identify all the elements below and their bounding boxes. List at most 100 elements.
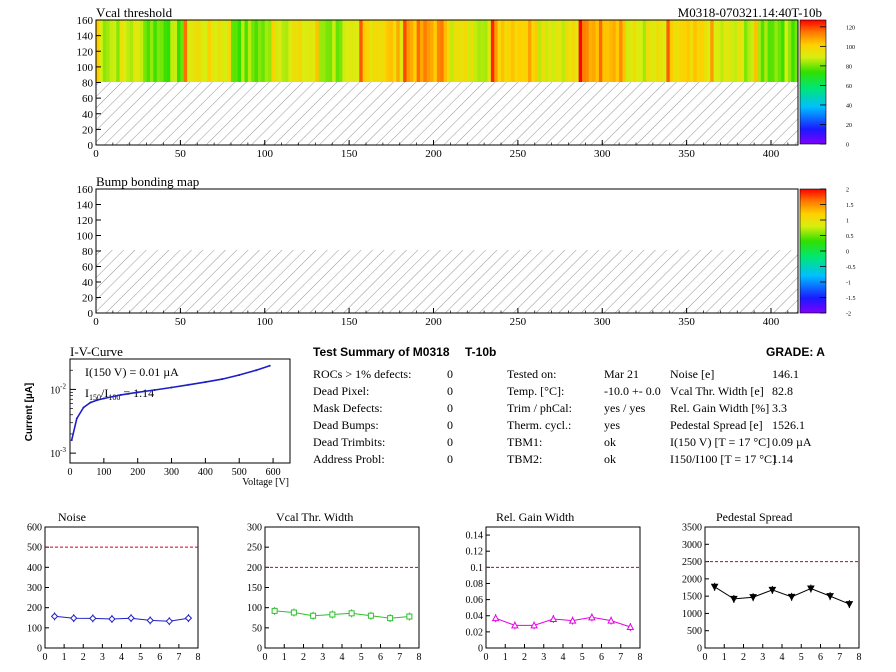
roc-x-tick-label: 8	[417, 652, 422, 663]
vcal-threshold-column	[555, 20, 559, 82]
vcal-threshold-column	[386, 20, 391, 82]
summary-defect-value: 0	[447, 452, 453, 466]
vcal-threshold-column	[153, 20, 158, 82]
roc-data-point	[491, 614, 500, 622]
vcal-threshold-column	[507, 20, 512, 82]
vcal-threshold-column	[450, 20, 455, 82]
vcal-threshold-column	[571, 20, 576, 82]
vcal-threshold-column	[693, 20, 698, 82]
roc-x-tick-label: 3	[760, 652, 765, 663]
roc-x-tick-label: 1	[62, 652, 67, 663]
vcal-threshold-column	[717, 20, 721, 82]
vcal-threshold-column	[565, 20, 569, 82]
iv-curve-point	[89, 401, 92, 404]
vcal-threshold-column	[720, 20, 725, 82]
vcal-threshold-column	[318, 20, 323, 82]
roc-y-tick-label: 0.12	[466, 547, 484, 558]
roc-data-point	[710, 583, 719, 591]
vcal-threshold-column	[733, 20, 738, 82]
vcal-threshold-column	[784, 20, 789, 82]
roc-data-point	[165, 617, 174, 625]
roc-data-point	[69, 614, 78, 622]
roc-x-tick-label: 3	[100, 652, 105, 663]
roc-data-point	[588, 613, 596, 621]
roc-y-tick-label: 0.06	[466, 595, 484, 606]
vcal-threshold-column	[237, 20, 242, 82]
vcal-threshold-column	[511, 20, 515, 82]
vcal-threshold-column	[291, 20, 296, 82]
vcal-threshold-map: Vcal threshold M0318-070321.14:40T-10b 0…	[77, 5, 856, 160]
vcal-threshold-column	[710, 20, 715, 82]
roc-data-point	[127, 614, 135, 622]
roc-x-tick-label: 5	[799, 652, 804, 663]
x-tick-label: 150	[341, 148, 358, 160]
summary-condition-label: TBM2:	[507, 452, 542, 466]
vcal-threshold-column	[605, 20, 610, 82]
summary-title: Test Summary of M0318	[313, 345, 450, 359]
iv-x-tick-label: 500	[232, 467, 247, 478]
vcal-threshold-column	[126, 20, 131, 82]
vcal-threshold-column	[332, 20, 337, 82]
vcal-threshold-column	[747, 20, 752, 82]
roc-x-tick-label: 7	[837, 652, 842, 663]
vcal-threshold-column	[609, 20, 613, 82]
vcal-threshold-column	[561, 20, 566, 82]
y-tick-label: 60	[82, 262, 94, 274]
x-tick-label: 350	[678, 316, 695, 328]
vcal-threshold-column	[578, 20, 583, 82]
summary-condition-value: Mar 21	[604, 367, 639, 381]
roc-y-tick-label: 1500	[682, 592, 702, 603]
roc-data-point	[406, 613, 413, 620]
vcal-threshold-column	[393, 20, 397, 82]
colorbar-tick-label: -1	[846, 281, 851, 287]
vcal-threshold-column	[389, 20, 394, 82]
roc-y-tick-label: 3500	[682, 523, 702, 534]
roc-x-tick-label: 7	[618, 652, 623, 663]
roc-x-tick-label: 6	[599, 652, 604, 663]
vcal-threshold-column	[426, 20, 431, 82]
summary-condition-label: Temp. [°C]:	[507, 384, 564, 398]
vcal-threshold-column	[632, 20, 637, 82]
vcal-threshold-column	[295, 20, 299, 82]
bump-bonding-title: Bump bonding map	[96, 174, 199, 189]
vcal-threshold-column	[106, 20, 110, 82]
roc-x-tick-label: 1	[722, 652, 727, 663]
roc-y-tick-label: 500	[27, 543, 42, 554]
vcal-threshold-column	[187, 20, 191, 82]
vcal-threshold-column	[656, 20, 661, 82]
roc-x-tick-label: 2	[522, 652, 527, 663]
summary-defect-label: Dead Bumps:	[313, 418, 379, 432]
y-tick-label: 160	[77, 15, 94, 27]
roc-y-tick-label: 0.1	[471, 563, 484, 574]
y-tick-label: 120	[77, 46, 94, 58]
y-tick-label: 140	[77, 200, 94, 212]
vcal-threshold-column	[99, 20, 104, 82]
iv-curve-line	[70, 365, 270, 441]
bump-bonding-colorbar-ticks: -2 -1.5 -1 -0.5 0 0.5 1 1.5 2	[820, 188, 856, 318]
vcal-threshold-column	[531, 20, 536, 82]
vcal-threshold-column	[679, 20, 684, 82]
vcal-threshold-column	[457, 20, 461, 82]
vcal-threshold-column	[771, 20, 775, 82]
roc-y-tick-label: 0	[37, 644, 42, 655]
roc-x-tick-label: 4	[780, 652, 785, 663]
iv-x-tick-label: 300	[164, 467, 179, 478]
roc-y-tick-label: 0	[257, 644, 262, 655]
roc-y-tick-label: 200	[247, 563, 262, 574]
colorbar-tick-label: 60	[846, 84, 852, 90]
summary-result-value: 3.3	[772, 401, 787, 415]
vcal-threshold-column	[379, 20, 384, 82]
vcal-threshold-column	[420, 20, 424, 82]
bump-bonding-map: Bump bonding map 0 50 100 150 200 250 300 350 40…	[77, 174, 856, 328]
iv-curve-point	[187, 383, 190, 386]
vcal-threshold-column	[180, 20, 185, 82]
roc-x-tick-label: 6	[378, 652, 383, 663]
summary-result-value: 0.09 µA	[772, 435, 812, 449]
summary-defect-label: Address Probl:	[313, 452, 385, 466]
vcal-threshold-column	[278, 20, 283, 82]
vcal-threshold-column	[713, 20, 718, 82]
vcal-threshold-column	[649, 20, 654, 82]
iv-annotation-ratio: I150/I100 = 1.14	[85, 386, 154, 402]
y-tick-label: 100	[77, 231, 94, 243]
